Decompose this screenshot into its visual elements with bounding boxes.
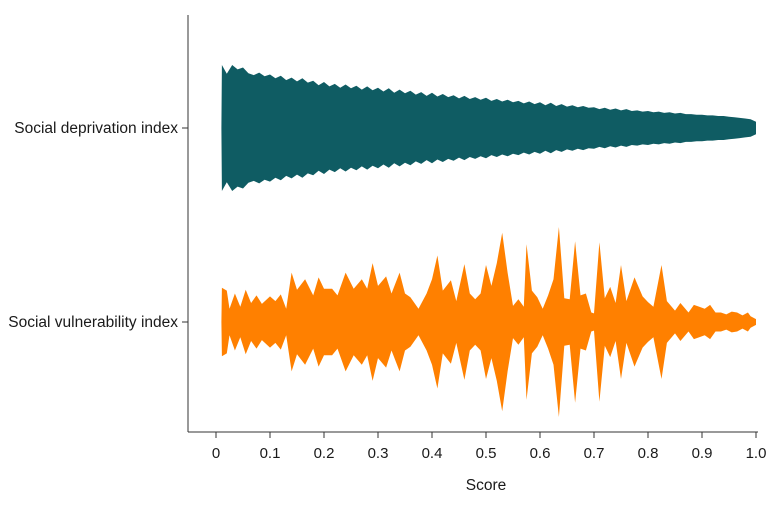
x-tick-label: 0.9	[692, 445, 713, 462]
x-tick-label: 0	[212, 445, 220, 462]
x-tick-label: 0.7	[584, 445, 605, 462]
x-tick-label: 0.2	[314, 445, 335, 462]
x-tick-label: 0.3	[368, 445, 389, 462]
x-axis-title: Score	[466, 477, 507, 494]
violin-social-vulnerability-index	[221, 227, 756, 417]
x-tick-label: 0.4	[422, 445, 443, 462]
x-tick-label: 0.1	[260, 445, 281, 462]
violin-group	[221, 65, 756, 417]
x-tick-label: 0.6	[530, 445, 551, 462]
category-label: Social vulnerability index	[8, 314, 178, 331]
x-tick-label: 0.8	[638, 445, 659, 462]
category-label: Social deprivation index	[14, 120, 178, 137]
x-tick-label: 0.5	[476, 445, 497, 462]
violin-social-deprivation-index	[221, 65, 756, 191]
category-ticks: Social deprivation index Social vulnerabi…	[8, 120, 188, 331]
x-tick-label: 1.0	[746, 445, 767, 462]
x-axis-ticks: 0 0.1 0.2 0.3 0.4 0.5 0.6 0.7 0.8 0.9 1.0	[212, 432, 767, 462]
